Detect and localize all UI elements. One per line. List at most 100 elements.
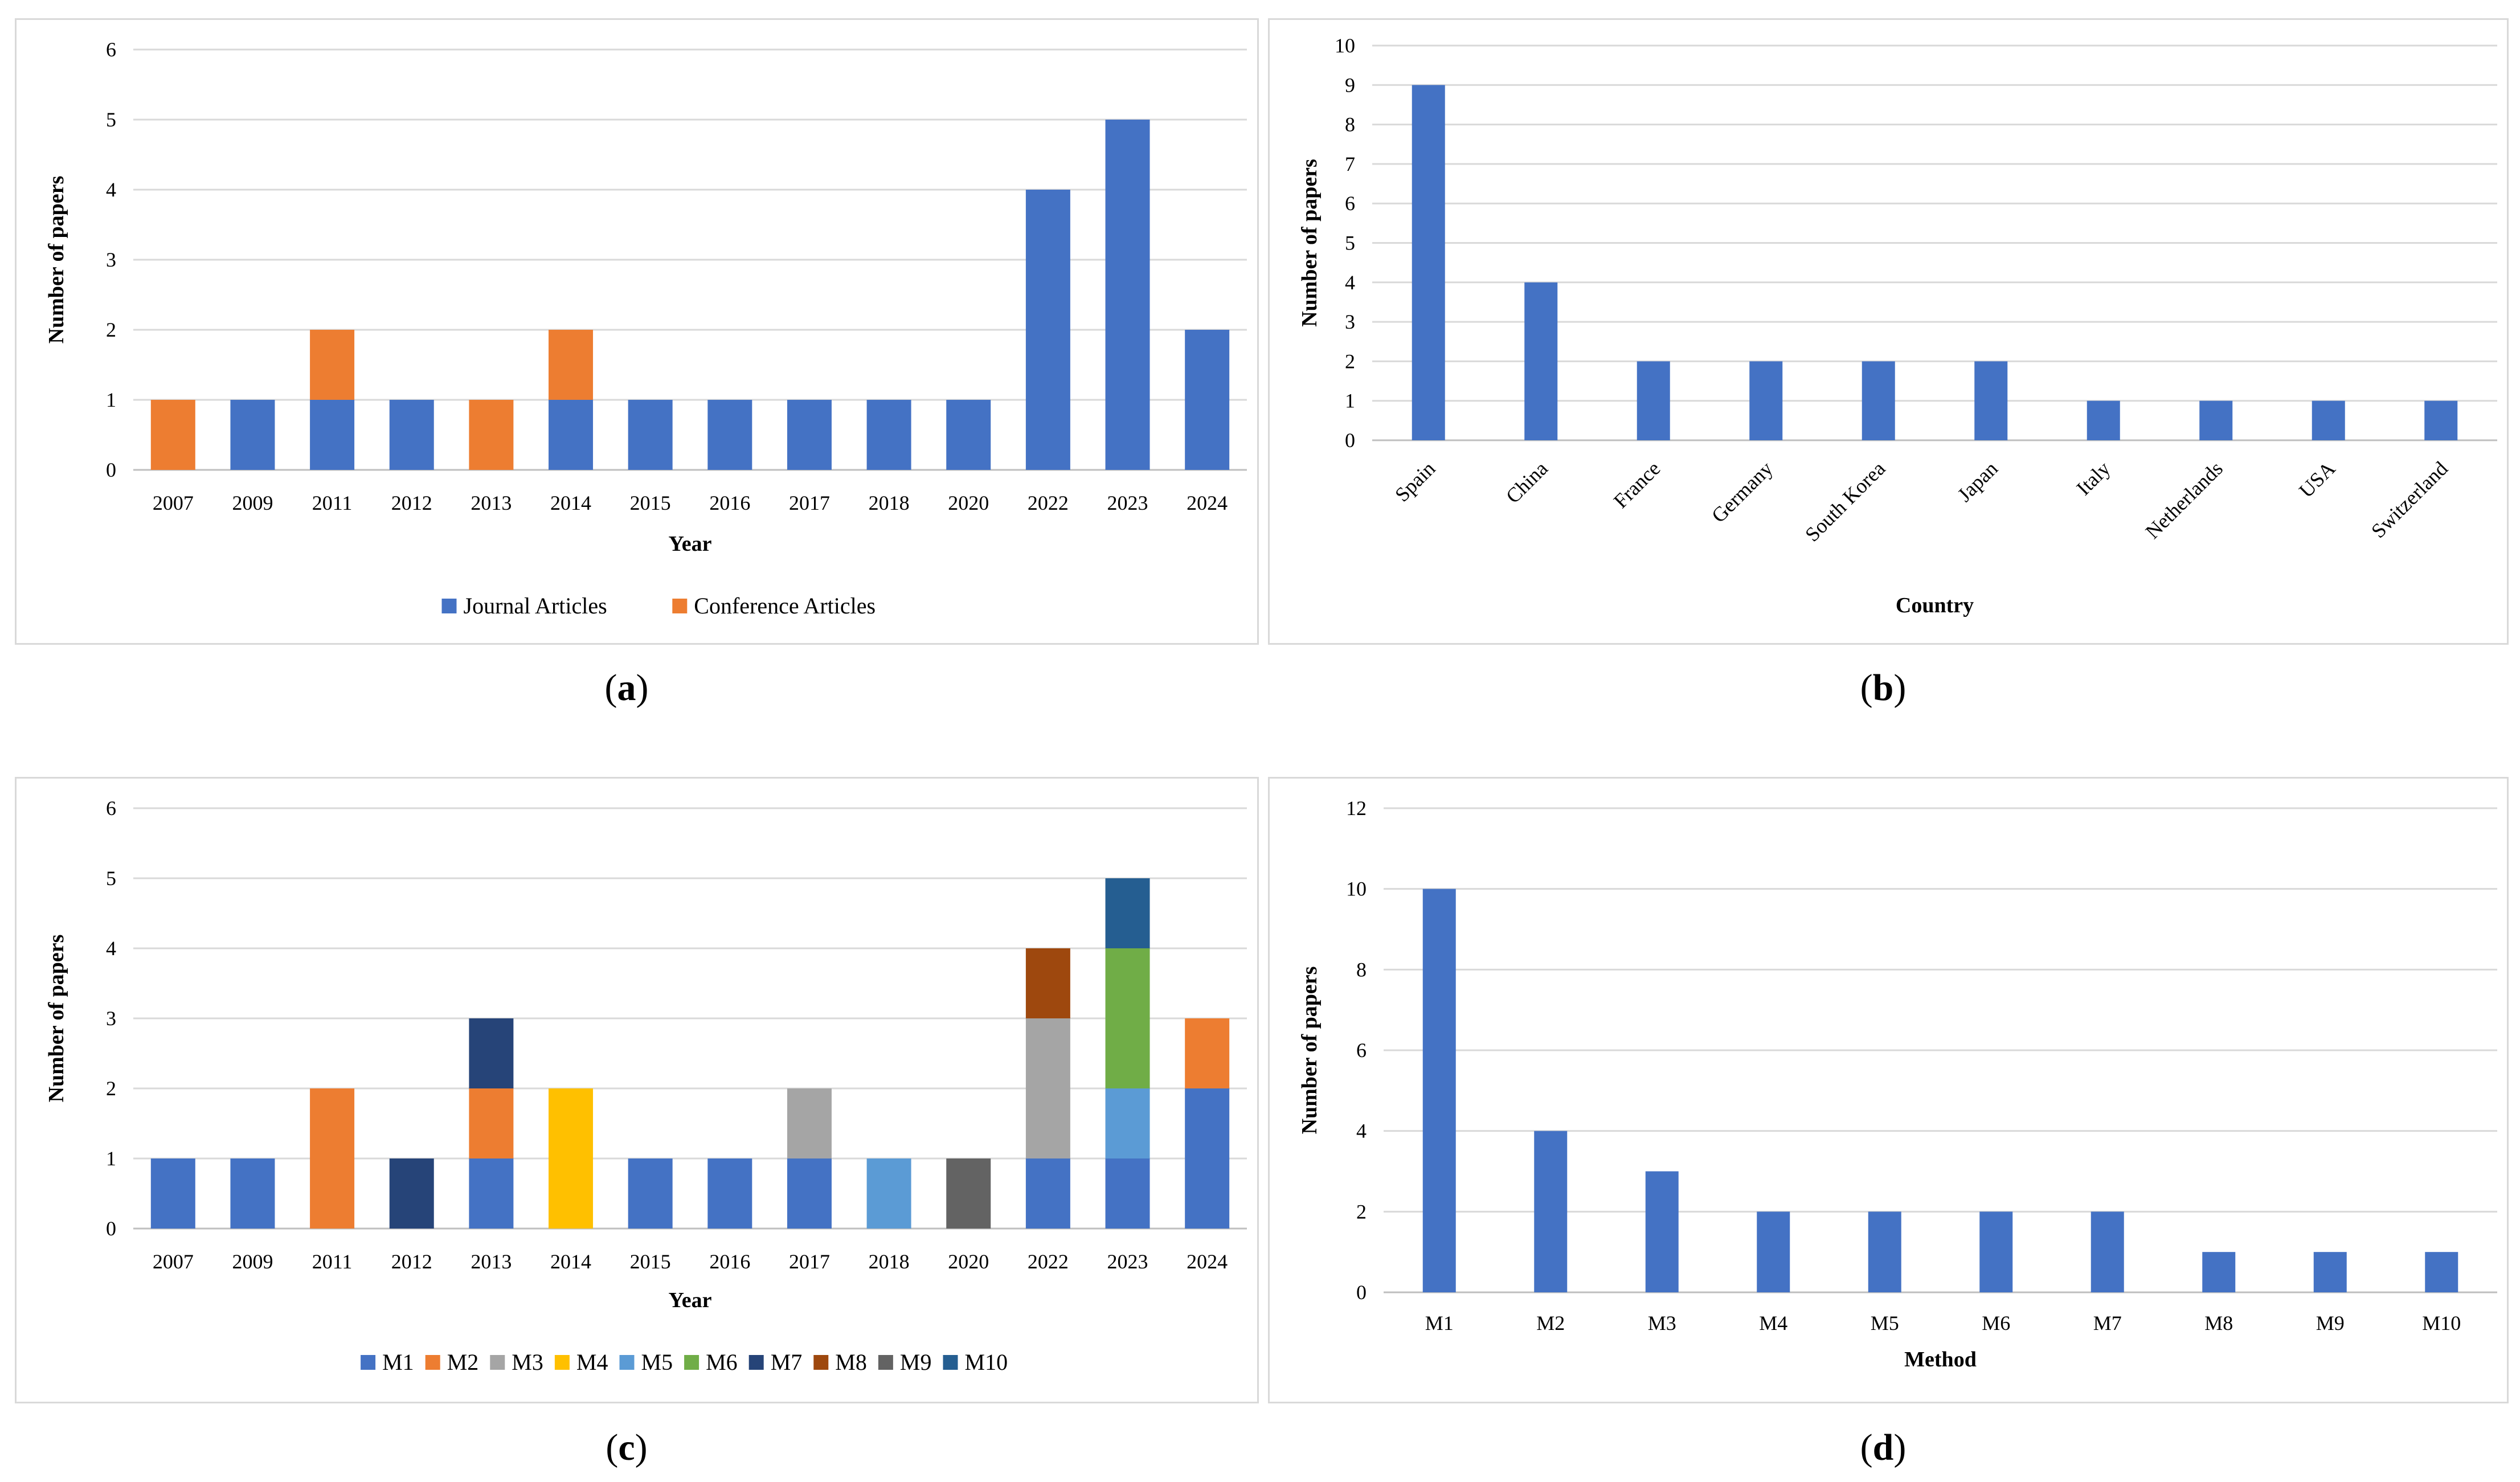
- x-tick-label: Spain: [1390, 457, 1439, 506]
- bar-m9: [946, 1158, 991, 1229]
- y-tick-label: 4: [106, 178, 116, 201]
- y-tick-label: 5: [106, 108, 116, 131]
- bar: [2312, 400, 2345, 440]
- bar: [2425, 1252, 2458, 1292]
- x-tick-label: 2011: [312, 1250, 353, 1273]
- bar-m2: [469, 1088, 514, 1158]
- bar-conference-articles: [549, 330, 594, 400]
- y-tick-label: 2: [1356, 1200, 1367, 1223]
- bar-conference-articles: [150, 400, 195, 470]
- y-axis-label: Number of papers: [44, 935, 68, 1103]
- y-tick-label: 1: [106, 388, 116, 411]
- y-tick-label: 3: [106, 1007, 116, 1030]
- bar: [2424, 400, 2458, 440]
- y-axis-label: Number of papers: [44, 176, 68, 344]
- panel-a: 0 1 2 3 4 5 6 Number of papers 2007 2009 2011 2012 2…: [15, 18, 1259, 645]
- legend-label: M3: [512, 1349, 543, 1375]
- y-tick-label: 6: [106, 38, 116, 61]
- x-axis-label: Year: [669, 532, 712, 556]
- bar-journal-articles: [1185, 330, 1230, 470]
- bar-m1: [1105, 1158, 1150, 1229]
- chart-d: 0 2 4 6 8 10 12 Number of papers M1 M2 M3 M4 M5 M6 M7 M…: [1298, 797, 2497, 1372]
- legend-label: M4: [576, 1349, 608, 1375]
- x-tick-label: M6: [1982, 1312, 2010, 1334]
- x-tick-label: 2015: [630, 1250, 671, 1273]
- x-tick-label: M2: [1536, 1312, 1565, 1334]
- bar-conference-articles: [469, 400, 514, 470]
- x-tick-label: M3: [1648, 1312, 1676, 1334]
- panel-c: 0 1 2 3 4 5 6 Number of papers 2007 2009 2011 2012 2…: [15, 777, 1259, 1403]
- y-axis-label: Number of papers: [1298, 967, 1322, 1135]
- bar-m4: [549, 1088, 594, 1229]
- y-tick-label: 0: [106, 458, 116, 481]
- panel-b: 0 1 2 3 4 5 6 7 8 9 10 Number of papers Spain China Fr…: [1268, 18, 2509, 645]
- x-tick-label: M1: [1425, 1312, 1454, 1334]
- x-tick-label: M4: [1759, 1312, 1787, 1334]
- bar: [1524, 282, 1558, 440]
- y-tick-label: 8: [1356, 958, 1367, 981]
- bar: [1637, 361, 1670, 440]
- x-tick-label: 2020: [948, 1250, 989, 1273]
- y-tick-label: 5: [1345, 232, 1355, 255]
- x-tick-label: 2017: [789, 492, 830, 514]
- legend-swatch-m2: [425, 1355, 440, 1370]
- caption-d-letter: d: [1872, 1427, 1894, 1468]
- legend-label: M8: [835, 1349, 867, 1375]
- bar-m6: [1105, 948, 1150, 1088]
- legend-label: M5: [641, 1349, 673, 1375]
- x-tick-label: M9: [2316, 1312, 2345, 1334]
- bar: [1412, 85, 1445, 441]
- x-tick-label: 2014: [550, 1250, 591, 1273]
- bar-journal-articles: [866, 400, 911, 470]
- legend-swatch-conference-articles: [672, 599, 688, 613]
- x-tick-label: 2011: [312, 492, 353, 514]
- x-tick-label: 2024: [1187, 1250, 1228, 1273]
- y-tick-label: 3: [106, 248, 116, 271]
- bar-m1: [230, 1158, 275, 1229]
- y-tick-label: 4: [1345, 271, 1355, 294]
- bar-conference-articles: [310, 330, 355, 400]
- caption-c-letter: c: [618, 1427, 635, 1468]
- legend-label: M1: [382, 1349, 414, 1375]
- y-tick-label: 0: [106, 1217, 116, 1240]
- legend-swatch-m6: [684, 1355, 699, 1370]
- bar-journal-articles: [628, 400, 673, 470]
- caption-a: (a): [604, 667, 649, 709]
- bar-journal-articles: [549, 400, 594, 470]
- legend-label: M9: [900, 1349, 932, 1375]
- y-tick-label: 3: [1345, 310, 1355, 333]
- panel-d: 0 2 4 6 8 10 12 Number of papers M1 M2 M3 M4 M5 M6 M7 M…: [1268, 777, 2509, 1403]
- y-tick-label: 0: [1356, 1281, 1367, 1304]
- legend-swatch-m8: [813, 1355, 829, 1370]
- legend-label: M2: [447, 1349, 479, 1375]
- x-tick-label: 2018: [869, 1250, 910, 1273]
- x-tick-label: 2007: [153, 492, 194, 514]
- x-tick-label: 2009: [232, 492, 273, 514]
- bar-m10: [1105, 878, 1150, 948]
- legend-swatch-m10: [943, 1355, 958, 1370]
- bar: [1862, 361, 1895, 440]
- legend-swatch-m7: [748, 1355, 764, 1370]
- bar: [1974, 361, 2008, 440]
- x-tick-label: South Korea: [1801, 457, 1889, 546]
- y-tick-label: 2: [1345, 350, 1355, 372]
- y-tick-label: 2: [106, 1077, 116, 1100]
- legend-swatch-m9: [878, 1355, 893, 1370]
- chart-c: 0 1 2 3 4 5 6 Number of papers 2007 2009 2011 2012 2…: [44, 797, 1247, 1375]
- bar-m2: [310, 1088, 355, 1229]
- bar: [1645, 1171, 1679, 1292]
- bar-m3: [787, 1088, 832, 1158]
- x-axis-label: Method: [1904, 1348, 1977, 1372]
- bar-m5: [1105, 1088, 1150, 1158]
- bar: [2313, 1252, 2347, 1292]
- bar: [1868, 1211, 1901, 1292]
- x-axis-label: Year: [669, 1288, 712, 1312]
- x-tick-label: Italy: [2072, 457, 2114, 500]
- chart-a: 0 1 2 3 4 5 6 Number of papers 2007 2009 2011 2012 2…: [44, 38, 1247, 619]
- x-tick-label: 2013: [471, 1250, 512, 1273]
- x-tick-label: 2009: [232, 1250, 273, 1273]
- bar-m8: [1025, 948, 1070, 1018]
- chart-b: 0 1 2 3 4 5 6 7 8 9 10 Number of papers Spain China Fr…: [1298, 34, 2497, 617]
- bar-m1: [150, 1158, 195, 1229]
- legend-swatch-m1: [361, 1355, 376, 1370]
